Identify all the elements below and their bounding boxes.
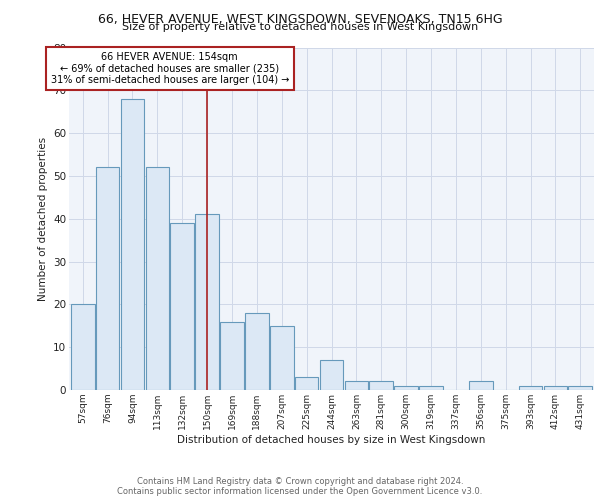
Bar xyxy=(394,386,418,390)
Bar xyxy=(96,168,119,390)
Bar xyxy=(419,386,443,390)
Bar xyxy=(544,386,567,390)
Bar xyxy=(220,322,244,390)
Bar xyxy=(370,382,393,390)
Bar xyxy=(195,214,219,390)
Y-axis label: Number of detached properties: Number of detached properties xyxy=(38,136,47,301)
Bar xyxy=(469,382,493,390)
Text: Size of property relative to detached houses in West Kingsdown: Size of property relative to detached ho… xyxy=(122,22,478,32)
X-axis label: Distribution of detached houses by size in West Kingsdown: Distribution of detached houses by size … xyxy=(178,434,485,444)
Bar xyxy=(245,313,269,390)
Bar xyxy=(146,168,169,390)
Text: 66, HEVER AVENUE, WEST KINGSDOWN, SEVENOAKS, TN15 6HG: 66, HEVER AVENUE, WEST KINGSDOWN, SEVENO… xyxy=(98,12,502,26)
Bar xyxy=(519,386,542,390)
Bar xyxy=(568,386,592,390)
Bar xyxy=(170,223,194,390)
Bar xyxy=(71,304,95,390)
Bar xyxy=(295,377,319,390)
Text: 66 HEVER AVENUE: 154sqm
← 69% of detached houses are smaller (235)
31% of semi-d: 66 HEVER AVENUE: 154sqm ← 69% of detache… xyxy=(50,52,289,85)
Bar xyxy=(320,360,343,390)
Text: Contains HM Land Registry data © Crown copyright and database right 2024.
Contai: Contains HM Land Registry data © Crown c… xyxy=(118,476,482,496)
Bar xyxy=(121,99,144,390)
Bar xyxy=(344,382,368,390)
Bar xyxy=(270,326,293,390)
